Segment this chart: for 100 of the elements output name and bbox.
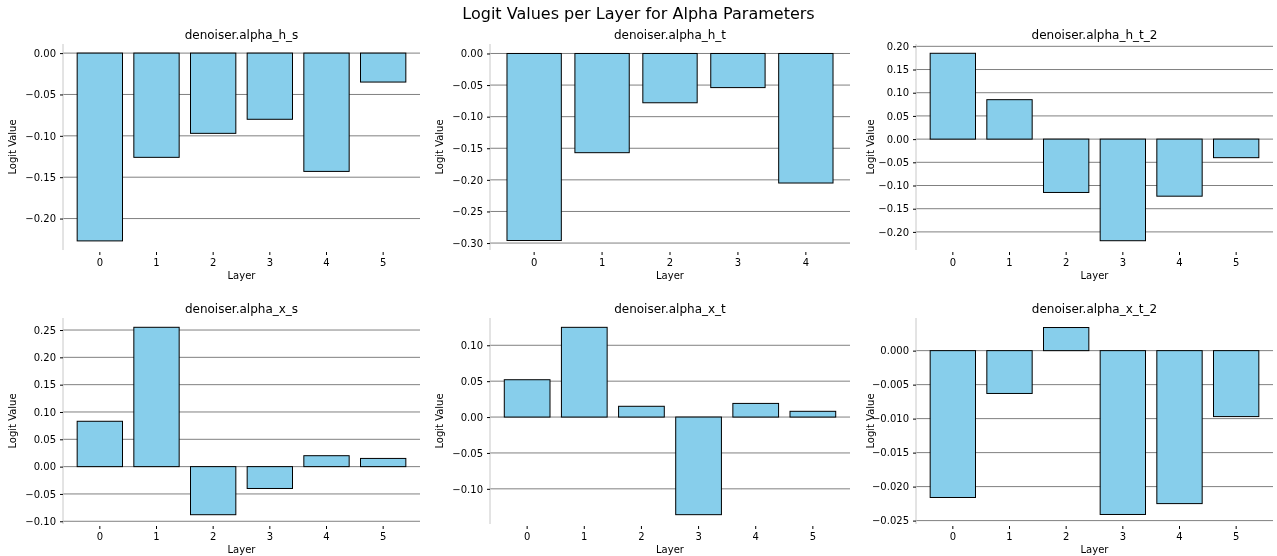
x-tick-label: 1 bbox=[598, 257, 606, 269]
bar bbox=[732, 402, 780, 418]
x-tick-label: 5 bbox=[379, 257, 387, 269]
y-tick-label: 0.00 bbox=[460, 411, 483, 423]
y-tick-label: −0.005 bbox=[871, 379, 909, 391]
y-tick-label: 0.00 bbox=[460, 48, 483, 60]
chart-title: denoiser.alpha_h_t_2 bbox=[1031, 28, 1158, 42]
y-tick-label: 0.10 bbox=[33, 406, 56, 418]
bar bbox=[503, 379, 551, 418]
y-tick-label: −0.15 bbox=[878, 203, 909, 215]
y-tick-label: 0.25 bbox=[33, 324, 56, 336]
x-tick-label: 3 bbox=[266, 257, 274, 269]
y-tick-label: 0.00 bbox=[33, 47, 56, 59]
x-axis-title: Layer bbox=[1080, 270, 1110, 281]
x-tick-label: 1 bbox=[1006, 257, 1013, 269]
x-axis-title: Layer bbox=[227, 270, 257, 281]
bar bbox=[246, 466, 293, 489]
bar bbox=[675, 416, 722, 516]
x-tick-label: 0 bbox=[949, 257, 957, 269]
y-axis-title: Logit Value bbox=[865, 119, 876, 175]
x-tick-label: 2 bbox=[1062, 531, 1070, 543]
x-tick-label: 4 bbox=[752, 531, 759, 543]
x-tick-label: 2 bbox=[666, 257, 674, 269]
chart-title: denoiser.alpha_h_s bbox=[184, 28, 299, 42]
bar bbox=[560, 326, 608, 418]
y-tick-label: −0.10 bbox=[25, 515, 56, 527]
y-tick-label: 0.20 bbox=[886, 41, 909, 53]
x-tick-label: 4 bbox=[802, 257, 810, 269]
chart-title: denoiser.alpha_x_s bbox=[184, 302, 299, 316]
x-tick-label: 3 bbox=[695, 531, 702, 543]
x-tick-label: 3 bbox=[734, 257, 742, 269]
chart-title: denoiser.alpha_x_t_2 bbox=[1031, 302, 1158, 316]
bar bbox=[303, 455, 350, 468]
x-tick-label: 5 bbox=[379, 531, 387, 543]
y-tick-label: −0.015 bbox=[871, 447, 909, 459]
bar bbox=[618, 405, 665, 418]
y-tick-label: −0.05 bbox=[452, 79, 483, 91]
bar bbox=[1043, 138, 1090, 193]
x-axis-title: Layer bbox=[1080, 544, 1110, 555]
x-tick-label: 1 bbox=[1006, 531, 1013, 543]
x-tick-label: 2 bbox=[1062, 257, 1070, 269]
y-axis-title: Logit Value bbox=[434, 393, 445, 449]
x-tick-label: 2 bbox=[209, 531, 217, 543]
x-tick-label: 2 bbox=[638, 531, 645, 543]
x-tick-label: 3 bbox=[266, 531, 274, 543]
bar bbox=[76, 420, 123, 468]
bar bbox=[929, 52, 976, 140]
y-tick-label: −0.10 bbox=[452, 483, 483, 495]
bar bbox=[133, 326, 180, 468]
x-axis-title: Layer bbox=[227, 544, 257, 555]
y-tick-label: 0.10 bbox=[886, 87, 909, 99]
y-tick-label: −0.05 bbox=[25, 89, 56, 101]
x-tick-label: 2 bbox=[209, 257, 217, 269]
x-tick-label: 5 bbox=[1232, 531, 1240, 543]
y-tick-label: −0.10 bbox=[25, 130, 56, 142]
x-tick-label: 0 bbox=[949, 531, 957, 543]
y-tick-label: 0.20 bbox=[33, 352, 56, 364]
x-axis-title: Layer bbox=[656, 544, 685, 555]
bar bbox=[360, 457, 407, 468]
bar bbox=[1213, 138, 1260, 159]
x-tick-label: 4 bbox=[323, 257, 330, 269]
y-axis-title: Logit Value bbox=[7, 393, 18, 449]
x-tick-label: 0 bbox=[523, 531, 531, 543]
y-tick-label: −0.05 bbox=[25, 488, 56, 500]
x-tick-label: 1 bbox=[581, 531, 588, 543]
y-tick-label: 0.05 bbox=[33, 434, 56, 446]
y-tick-label: −0.20 bbox=[878, 226, 909, 238]
x-tick-label: 1 bbox=[153, 531, 160, 543]
x-tick-label: 4 bbox=[1176, 257, 1183, 269]
y-tick-label: −0.25 bbox=[452, 206, 483, 218]
x-tick-label: 4 bbox=[323, 531, 330, 543]
bar bbox=[789, 410, 837, 418]
bar bbox=[190, 466, 237, 516]
x-tick-label: 1 bbox=[153, 257, 160, 269]
y-tick-label: 0.05 bbox=[886, 110, 909, 122]
x-tick-label: 0 bbox=[96, 257, 104, 269]
bar bbox=[1099, 138, 1146, 242]
y-tick-label: 0.10 bbox=[460, 339, 483, 351]
y-tick-label: −0.20 bbox=[25, 213, 56, 225]
y-axis-title: Logit Value bbox=[434, 119, 445, 175]
chart-title: denoiser.alpha_x_t bbox=[614, 302, 727, 316]
y-tick-label: 0.00 bbox=[886, 133, 909, 145]
y-tick-label: −0.05 bbox=[878, 157, 909, 169]
x-tick-label: 5 bbox=[1232, 257, 1240, 269]
text: Logit Values per Layer for Alpha Parameters bbox=[461, 4, 816, 23]
y-tick-label: −0.10 bbox=[452, 111, 483, 123]
x-tick-label: 4 bbox=[1176, 531, 1183, 543]
y-tick-label: 0.05 bbox=[460, 375, 483, 387]
y-tick-label: −0.15 bbox=[25, 171, 56, 183]
y-tick-label: −0.30 bbox=[452, 237, 483, 249]
x-tick-label: 0 bbox=[530, 257, 538, 269]
bar bbox=[986, 99, 1033, 140]
x-tick-label: 0 bbox=[96, 531, 104, 543]
y-axis-title: Logit Value bbox=[7, 119, 18, 175]
y-tick-label: 0.15 bbox=[33, 379, 56, 391]
y-tick-label: −0.025 bbox=[871, 515, 909, 527]
x-tick-label: 5 bbox=[809, 531, 817, 543]
x-tick-label: 3 bbox=[1119, 257, 1127, 269]
x-tick-label: 3 bbox=[1119, 531, 1127, 543]
chart-title: denoiser.alpha_h_t bbox=[613, 28, 727, 42]
